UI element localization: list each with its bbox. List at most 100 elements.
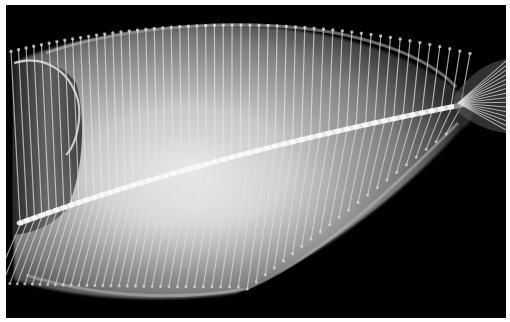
ventral-ray-tip xyxy=(101,284,105,288)
caudal-ray xyxy=(457,83,506,104)
ventral-ray xyxy=(143,177,166,287)
vertebra xyxy=(228,154,236,160)
vertebra xyxy=(161,173,169,179)
dorsal-ray-tip xyxy=(266,23,270,28)
ventral-ray-tip xyxy=(424,148,428,152)
dorsal-ray xyxy=(274,25,278,145)
caudal-ray xyxy=(457,97,506,104)
dorsal-ray xyxy=(292,26,297,140)
ventral-ray xyxy=(78,196,103,286)
dorsal-ray xyxy=(374,35,382,121)
ventral-ray-tip xyxy=(227,285,231,289)
dorsal-ray-tip xyxy=(284,24,288,28)
ventral-ray xyxy=(273,143,294,269)
vertebra xyxy=(211,159,219,165)
ventral-ray-tip xyxy=(159,285,163,289)
ventral-ray xyxy=(151,175,174,287)
ventral-ray xyxy=(301,137,321,247)
ventral-ray-tip xyxy=(444,132,448,136)
ventral-ray-tip xyxy=(46,283,50,287)
dorsal-ray-tip xyxy=(293,25,298,29)
dorsal-ray xyxy=(328,29,334,132)
ventral-ray-tip xyxy=(210,285,214,289)
dorsal-ray-tip xyxy=(275,24,279,28)
ventral-ray-tip xyxy=(53,283,57,287)
ventral-ray-tip xyxy=(125,284,129,288)
dorsal-ray-tip xyxy=(230,23,234,27)
ventral-ray xyxy=(246,150,267,290)
ventral-ray-tip xyxy=(366,193,370,197)
vertebra xyxy=(137,180,145,186)
vertebra xyxy=(90,194,98,201)
vertebra xyxy=(428,108,436,114)
caudal-ray xyxy=(457,74,506,104)
vertebral-column xyxy=(16,102,465,226)
dorsal-ray-tip xyxy=(32,44,36,48)
dorsal-ray xyxy=(104,33,111,191)
vertebra xyxy=(16,220,24,226)
ventral-ray-tip xyxy=(201,285,205,289)
ventral-ray xyxy=(367,122,385,196)
dorsal-ray-tip xyxy=(369,32,373,37)
dorsal-ray xyxy=(120,31,126,186)
dorsal-ray xyxy=(33,46,43,214)
vertebra xyxy=(390,116,397,122)
ventral-ray xyxy=(282,141,303,261)
dorsal-ray-tip xyxy=(127,29,131,33)
dorsal-ray-tip xyxy=(239,23,243,27)
ventral-ray xyxy=(310,135,330,240)
ventral-ray-tip xyxy=(434,140,438,144)
ventral-ray xyxy=(70,199,95,286)
ventral-fin-rays xyxy=(6,106,462,291)
vertebra xyxy=(178,168,185,174)
dorsal-ray-tip xyxy=(63,38,67,42)
ventral-ray xyxy=(6,222,28,277)
dorsal-ray xyxy=(402,40,411,115)
vertebra xyxy=(38,212,46,218)
ventral-ray xyxy=(264,145,285,276)
dorsal-ray xyxy=(364,34,372,123)
vertebra xyxy=(53,207,60,213)
ventral-ray xyxy=(86,194,111,286)
dorsal-ray-tip xyxy=(418,40,422,45)
ventral-ray xyxy=(228,154,250,288)
ventral-ray-tip xyxy=(85,283,89,287)
dorsal-ray-tip xyxy=(71,37,75,41)
vertebra xyxy=(271,143,279,149)
dorsal-ray-tip xyxy=(248,23,252,27)
dorsal-ray-tip xyxy=(39,43,44,47)
dorsal-ray xyxy=(136,30,142,181)
ventral-ray xyxy=(159,172,183,287)
dorsal-ray xyxy=(265,25,269,147)
dorsal-ray-tip xyxy=(78,35,83,40)
dorsal-ray xyxy=(170,27,174,172)
ventral-ray-tip xyxy=(272,266,276,270)
ventral-ray-tip xyxy=(309,237,313,241)
xray-photo-frame xyxy=(6,5,506,318)
dorsal-ray-tip xyxy=(331,28,335,32)
dorsal-ray-tip xyxy=(144,27,148,31)
ventral-ray-tip xyxy=(15,282,19,286)
dorsal-ray xyxy=(205,25,207,163)
ventral-ray-tip xyxy=(356,201,360,205)
ventral-ray xyxy=(102,189,126,286)
vertebra xyxy=(399,114,407,120)
vertebra xyxy=(129,182,137,188)
vertebra xyxy=(307,134,315,141)
dorsal-ray-tip xyxy=(103,32,107,36)
vertebra xyxy=(380,118,388,124)
vertebra xyxy=(254,147,261,154)
dorsal-ray-tip xyxy=(119,30,123,34)
dorsal-ray-tip xyxy=(438,44,442,49)
ventral-ray-tip xyxy=(77,283,81,287)
dorsal-ray xyxy=(248,25,251,151)
dorsal-ray-tip xyxy=(468,51,472,56)
ventral-ray xyxy=(24,214,50,285)
ventral-ray xyxy=(16,217,43,285)
dorsal-ray xyxy=(25,47,36,216)
dorsal-ray xyxy=(310,28,315,136)
ventral-ray xyxy=(291,139,312,254)
dorsal-ray xyxy=(145,29,150,179)
dorsal-ray xyxy=(283,26,287,142)
vertebra xyxy=(60,204,68,211)
